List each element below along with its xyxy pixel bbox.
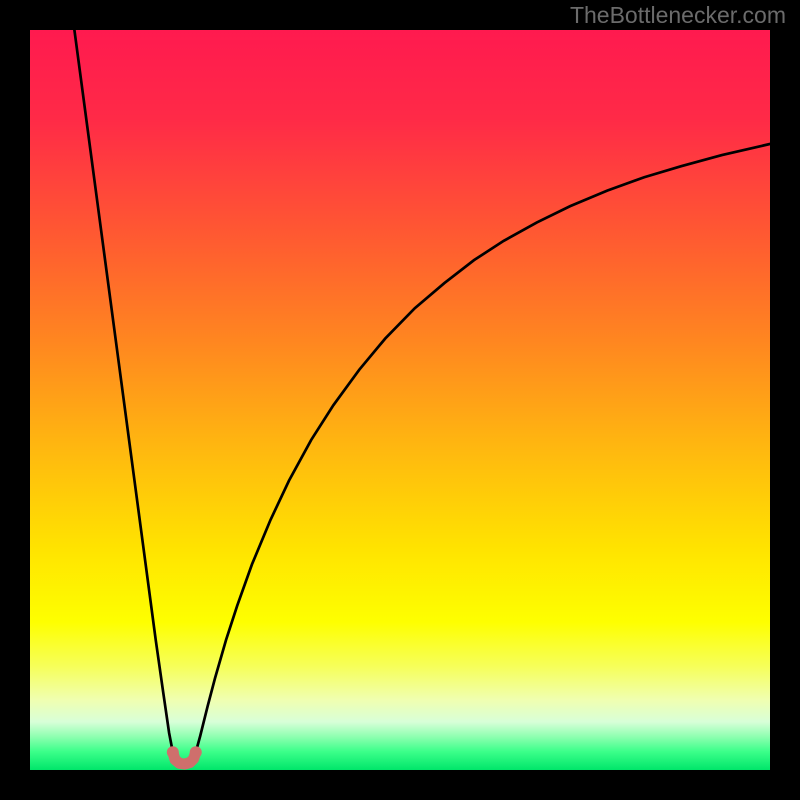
watermark-text: TheBottlenecker.com (570, 2, 786, 29)
chart-container: TheBottlenecker.com (0, 0, 800, 800)
marker-dot-left (167, 746, 179, 758)
bottleneck-chart (0, 0, 800, 800)
plot-background-gradient (30, 30, 770, 770)
marker-dot-right (190, 746, 202, 758)
